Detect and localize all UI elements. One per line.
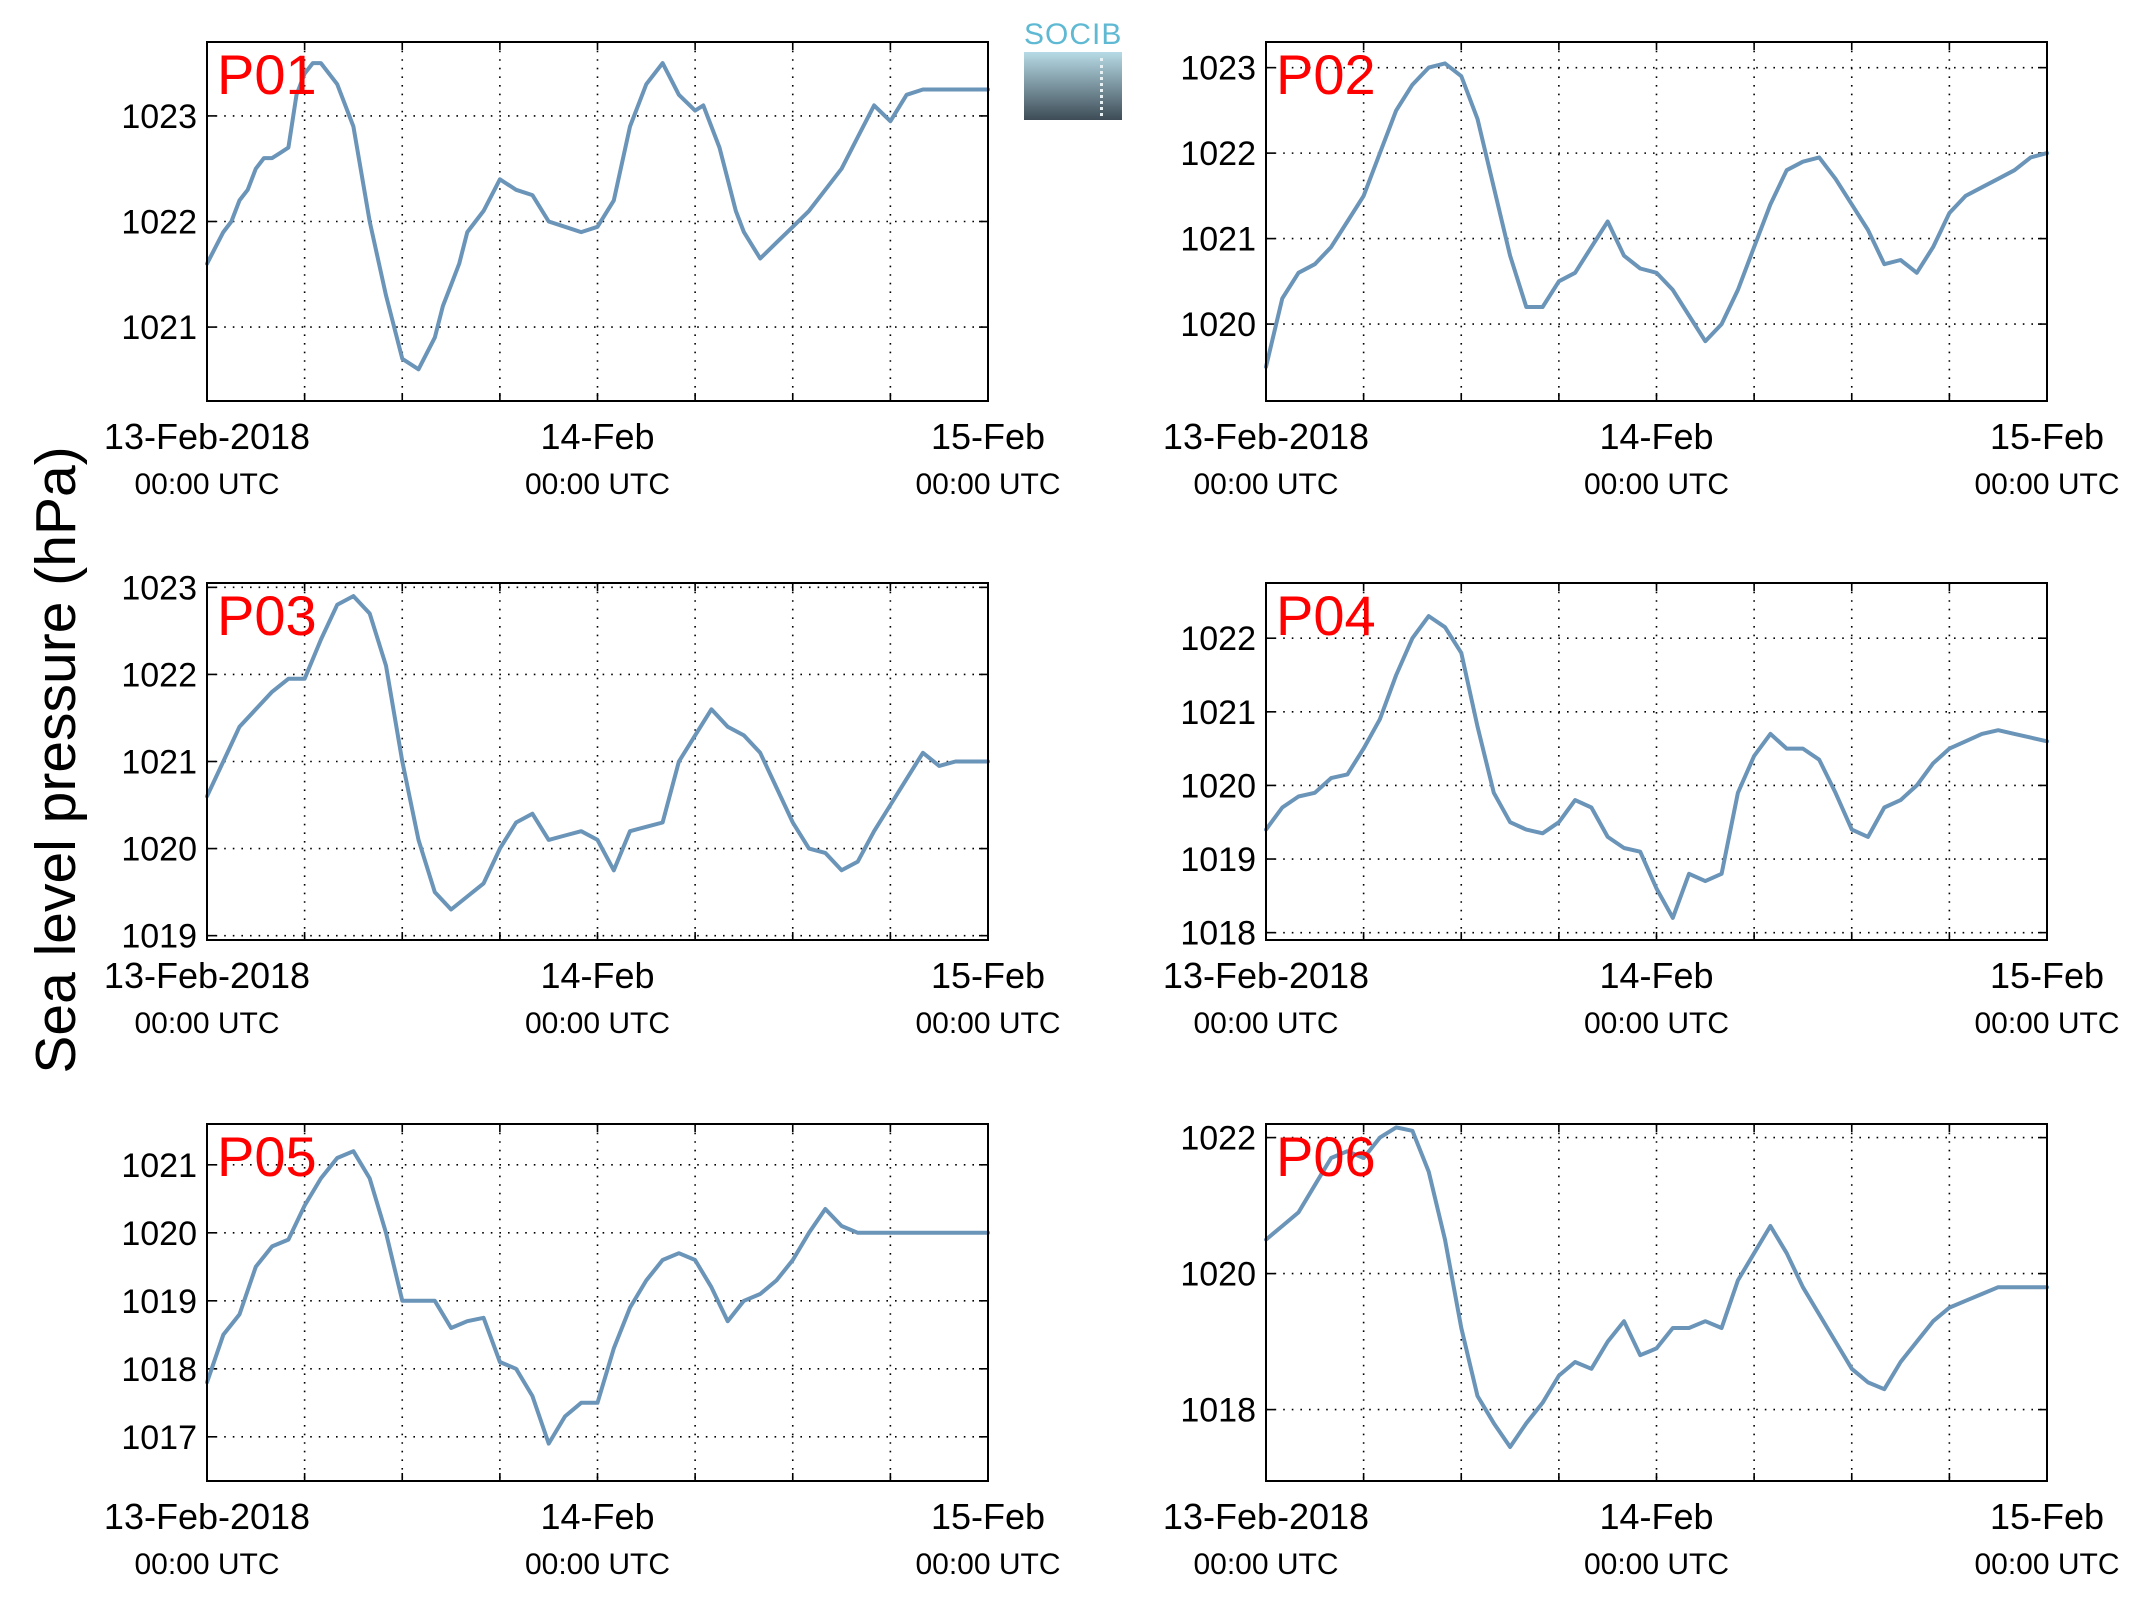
- y-tick-label: 1018: [1180, 915, 1256, 953]
- axes-frame: [206, 582, 989, 941]
- y-tick-label: 1021: [121, 309, 197, 347]
- x-tick-sublabel: 00:00 UTC: [1193, 1548, 1338, 1581]
- panel-p05: 1017 1018 1019 1020 1021 13-Feb-2018 00:00 UTC…: [104, 1123, 1061, 1581]
- y-tick-label: 1021: [1180, 221, 1256, 259]
- x-tick-sublabel: 00:00 UTC: [1584, 1548, 1729, 1581]
- x-tick-sublabel: 00:00 UTC: [1584, 468, 1729, 501]
- axes-frame: [1265, 582, 2048, 941]
- x-tick-sublabel: 00:00 UTC: [525, 468, 670, 501]
- y-tick-label: 1022: [1180, 1120, 1256, 1158]
- x-tick-label: 14-Feb: [540, 955, 654, 996]
- panel-p03: 1019 1020 1021 1022 1023 13-Feb-2018 00:00 UTC…: [104, 569, 1061, 1040]
- series-line: [205, 594, 990, 912]
- logo-dotted-line: [1100, 58, 1103, 116]
- x-tick-label: 14-Feb: [1599, 1496, 1713, 1537]
- x-tick-sublabel: 00:00 UTC: [134, 468, 279, 501]
- x-tick-label: 15-Feb: [931, 416, 1045, 457]
- x-tick-label: 15-Feb: [1990, 955, 2104, 996]
- panel-p02: 1020 1021 1022 1023 13-Feb-2018 00:00 UTC 14-F…: [1163, 41, 2120, 501]
- x-tick-label: 13-Feb-2018: [104, 416, 310, 457]
- y-tick-label: 1017: [121, 1419, 197, 1457]
- x-tick-label: 13-Feb-2018: [1163, 1496, 1369, 1537]
- y-tick-label: 1022: [121, 656, 197, 694]
- y-tick-label: 1022: [121, 204, 197, 242]
- series-line: [205, 61, 990, 372]
- logo-text: SOCIB: [1024, 18, 1123, 51]
- x-tick-sublabel: 00:00 UTC: [134, 1007, 279, 1040]
- x-tick-sublabel: 00:00 UTC: [1193, 1007, 1338, 1040]
- axes-frame: [206, 41, 989, 402]
- y-tick-label: 1019: [1180, 841, 1256, 879]
- x-tick-label: 15-Feb: [931, 1496, 1045, 1537]
- x-tick-label: 13-Feb-2018: [1163, 955, 1369, 996]
- y-tick-label: 1020: [1180, 767, 1256, 805]
- panel-p06: 1018 1020 1022 13-Feb-2018 00:00 UTC 14-Feb 00…: [1163, 1120, 2120, 1581]
- x-tick-sublabel: 00:00 UTC: [1584, 1007, 1729, 1040]
- panel-p04: 1018 1019 1020 1021 1022 13-Feb-2018 00:00 UTC…: [1163, 582, 2120, 1040]
- x-tick-sublabel: 00:00 UTC: [915, 1548, 1060, 1581]
- x-tick-sublabel: 00:00 UTC: [1974, 468, 2119, 501]
- x-tick-label: 15-Feb: [1990, 416, 2104, 457]
- x-tick-label: 13-Feb-2018: [104, 1496, 310, 1537]
- x-tick-sublabel: 00:00 UTC: [525, 1548, 670, 1581]
- x-tick-label: 13-Feb-2018: [104, 955, 310, 996]
- x-tick-sublabel: 00:00 UTC: [525, 1007, 670, 1040]
- y-tick-label: 1021: [1180, 694, 1256, 732]
- y-tick-label: 1020: [121, 1215, 197, 1253]
- x-tick-sublabel: 00:00 UTC: [134, 1548, 279, 1581]
- panel-label: P05: [217, 1125, 317, 1188]
- panel-label: P01: [217, 43, 317, 106]
- y-tick-label: 1018: [1180, 1392, 1256, 1430]
- x-tick-label: 14-Feb: [1599, 955, 1713, 996]
- y-tick-label: 1021: [121, 744, 197, 782]
- socib-logo: SOCIB: [1024, 18, 1122, 120]
- x-tick-sublabel: 00:00 UTC: [1974, 1548, 2119, 1581]
- x-tick-label: 15-Feb: [1990, 1496, 2104, 1537]
- axes-frame: [206, 1123, 989, 1482]
- y-tick-label: 1023: [1180, 50, 1256, 88]
- series-line: [1264, 614, 2049, 920]
- y-tick-label: 1018: [121, 1351, 197, 1389]
- series-line: [205, 1149, 990, 1446]
- panel-label: P04: [1276, 584, 1376, 647]
- y-tick-label: 1023: [121, 98, 197, 136]
- y-tick-label: 1022: [1180, 620, 1256, 658]
- x-tick-label: 15-Feb: [931, 955, 1045, 996]
- y-tick-label: 1020: [1180, 1256, 1256, 1294]
- logo-graphic: [1024, 52, 1122, 120]
- x-tick-label: 13-Feb-2018: [1163, 416, 1369, 457]
- series-line: [1264, 1125, 2049, 1449]
- y-tick-label: 1020: [121, 831, 197, 869]
- axes-frame: [1265, 41, 2048, 402]
- x-tick-sublabel: 00:00 UTC: [915, 1007, 1060, 1040]
- y-tick-label: 1019: [121, 1283, 197, 1321]
- x-tick-sublabel: 00:00 UTC: [1193, 468, 1338, 501]
- panel-p01: 1021 1022 1023 13-Feb-2018 00:00 UTC 14-Feb 00…: [104, 41, 1061, 501]
- x-tick-label: 14-Feb: [540, 1496, 654, 1537]
- panel-label: P03: [217, 584, 317, 647]
- y-tick-label: 1023: [121, 569, 197, 607]
- x-tick-label: 14-Feb: [540, 416, 654, 457]
- axes-frame: [1265, 1123, 2048, 1482]
- y-axis-title: Sea level pressure (hPa): [24, 446, 88, 1074]
- panel-label: P02: [1276, 43, 1376, 106]
- y-tick-label: 1022: [1180, 135, 1256, 173]
- x-tick-sublabel: 00:00 UTC: [915, 468, 1060, 501]
- x-tick-label: 14-Feb: [1599, 416, 1713, 457]
- x-tick-sublabel: 00:00 UTC: [1974, 1007, 2119, 1040]
- y-tick-label: 1021: [121, 1147, 197, 1185]
- panel-label: P06: [1276, 1125, 1376, 1188]
- y-tick-label: 1020: [1180, 306, 1256, 344]
- y-tick-label: 1019: [121, 918, 197, 956]
- series-line: [1264, 61, 2049, 369]
